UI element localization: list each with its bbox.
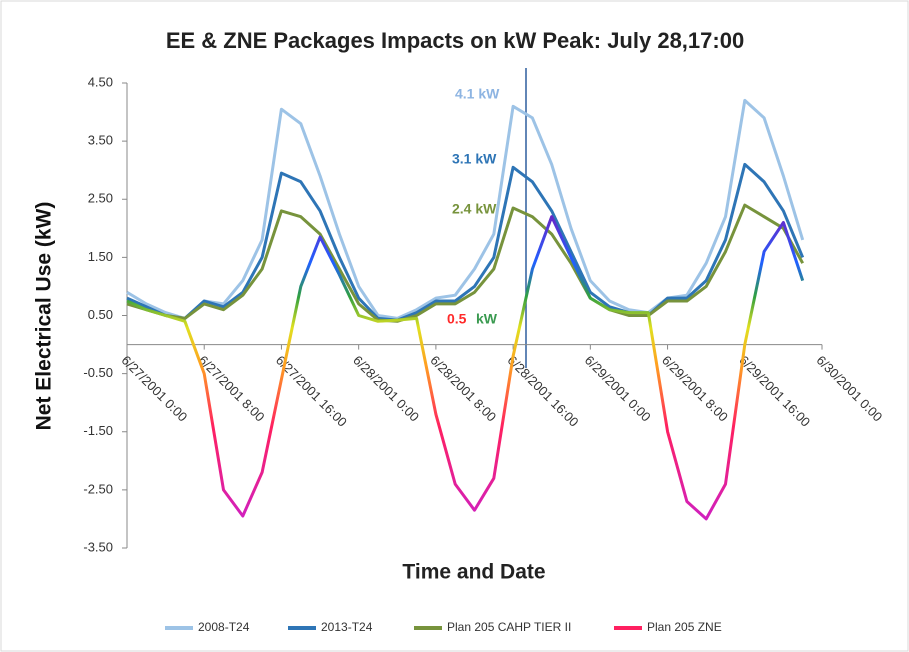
series-line	[126, 162, 805, 322]
y-axis-label: Net Electrical Use (kW)	[33, 202, 56, 431]
y-tick-label: 0.50	[88, 307, 113, 322]
legend-label: Plan 205 CAHP TIER II	[447, 620, 571, 634]
legend-label: 2008-T24	[198, 620, 250, 634]
y-tick-label: -2.50	[83, 481, 113, 496]
y-tick-label: 3.50	[88, 133, 113, 148]
series-line	[126, 215, 805, 521]
annotation: kW	[476, 311, 498, 327]
y-tick-label: 1.50	[88, 249, 113, 264]
annotation: 3.1 kW	[452, 151, 497, 167]
annotation: 2.4 kW	[452, 201, 497, 217]
annotation: 4.1 kW	[455, 86, 500, 102]
y-tick-label: -3.50	[83, 539, 113, 554]
x-axis-label: Time and Date	[402, 561, 545, 584]
chart-title: EE & ZNE Packages Impacts on kW Peak: Ju…	[166, 28, 744, 53]
legend-label: Plan 205 ZNE	[647, 620, 722, 634]
y-tick-label: 4.50	[88, 74, 113, 89]
y-tick-label: 2.50	[88, 191, 113, 206]
annotation: 0.5	[447, 311, 467, 327]
legend-label: 2013-T24	[321, 620, 373, 634]
series-line	[126, 98, 805, 320]
y-tick-label: -0.50	[83, 365, 113, 380]
series-line	[126, 203, 805, 323]
y-tick-label: -1.50	[83, 423, 113, 438]
